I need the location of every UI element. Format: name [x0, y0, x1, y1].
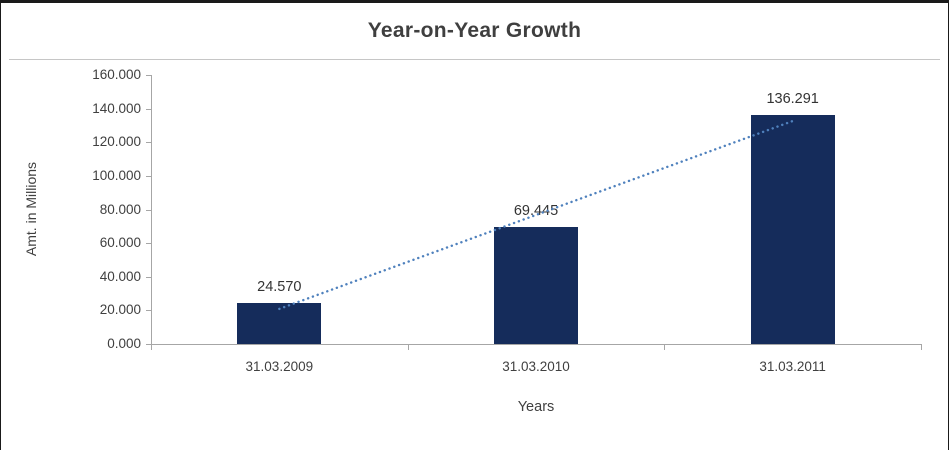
- y-tick-label: 0.000: [107, 336, 141, 351]
- x-tick-label: 31.03.2011: [759, 359, 826, 374]
- y-tick-mark: [146, 75, 151, 76]
- y-tick-label: 140.000: [92, 100, 141, 116]
- y-tick-mark: [146, 108, 151, 110]
- y-tick-label: 80.000: [99, 201, 141, 217]
- y-tick-label: 20.000: [99, 302, 141, 318]
- x-tick-mark: [921, 345, 922, 350]
- y-tick-label: 100.000: [92, 167, 141, 183]
- chart-title-band: Year-on-Year Growth: [9, 3, 940, 60]
- y-tick-label: 160.000: [92, 67, 141, 82]
- y-tick-label: 40.000: [99, 268, 141, 284]
- plot-area: [151, 75, 922, 345]
- y-tick-mark: [146, 344, 151, 345]
- bar-value-label: 136.291: [766, 90, 819, 107]
- trendline-path: [278, 119, 794, 311]
- x-tick-mark: [407, 345, 409, 350]
- x-tick-mark: [664, 345, 666, 350]
- y-tick-mark: [146, 209, 151, 211]
- bar-value-label: 69.445: [513, 203, 559, 220]
- y-tick-label: 120.000: [92, 134, 141, 150]
- y-tick-mark: [146, 310, 151, 312]
- y-axis-title: Amt. in Millions: [23, 161, 39, 257]
- y-tick-mark: [146, 276, 151, 278]
- x-tick-label: 31.03.2010: [502, 359, 570, 374]
- y-tick-mark: [146, 175, 151, 177]
- x-tick-label: 31.03.2009: [245, 359, 314, 374]
- bar: [750, 114, 835, 344]
- chart-title: Year-on-Year Growth: [367, 19, 582, 42]
- x-axis-title: Years: [517, 399, 555, 415]
- bar-value-label: 24.570: [257, 278, 302, 295]
- y-tick-mark: [146, 142, 151, 144]
- trendline: [278, 119, 794, 311]
- bar: [494, 227, 578, 344]
- y-tick-label: 60.000: [99, 235, 141, 251]
- y-tick-mark: [146, 243, 151, 245]
- x-tick-mark: [151, 345, 152, 350]
